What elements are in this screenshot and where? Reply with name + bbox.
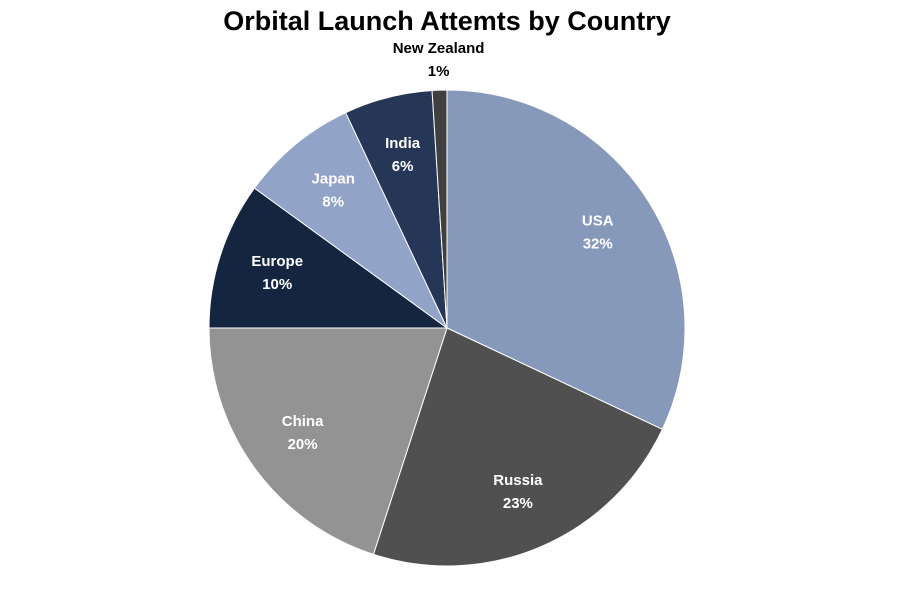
pie-slice: [446, 89, 686, 431]
slice-label: Japan: [312, 170, 355, 187]
slice-value-label: 6%: [392, 158, 414, 175]
slice-label: China: [282, 413, 324, 430]
chart-title: Orbital Launch Attemts by Country: [223, 6, 671, 36]
slice-value-label: 8%: [322, 193, 344, 210]
slice-label: USA: [582, 212, 614, 229]
slice-value-label: 20%: [288, 436, 318, 453]
pie-slice: [372, 327, 664, 567]
slice-label: Russia: [493, 472, 543, 489]
slice-value-label: 10%: [262, 276, 292, 293]
slice-value-label: 1%: [428, 63, 450, 80]
slice-value-label: 32%: [583, 235, 613, 252]
slice-label: New Zealand: [393, 40, 485, 57]
slice-label: Europe: [251, 253, 303, 270]
pie-slice: [431, 89, 448, 329]
slice-value-label: 23%: [503, 495, 533, 512]
pie-slice: [208, 327, 448, 555]
slice-label: India: [385, 135, 421, 152]
pie-slice: [208, 187, 449, 329]
pie-slice: [253, 111, 448, 329]
